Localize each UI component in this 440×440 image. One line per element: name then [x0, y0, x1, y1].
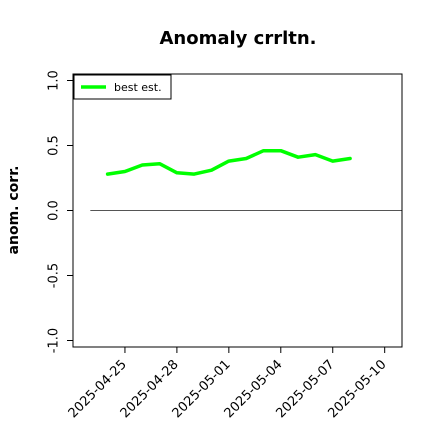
y-tick-label: 1.0	[47, 70, 62, 91]
legend: best est.	[73, 74, 172, 100]
series-line-best-est	[105, 148, 352, 176]
y-tick-label: -0.5	[47, 263, 62, 288]
legend-label-best-est: best est.	[114, 81, 162, 94]
plot-frame	[72, 73, 403, 348]
y-tick-label: 0.5	[47, 135, 62, 156]
y-axis-label: anom. corr.	[6, 166, 22, 255]
chart-title: Anomaly crrltn.	[159, 28, 316, 49]
y-tick-label: -1.0	[47, 328, 62, 353]
plot-area: -1.0-0.50.00.51.02025-04-252025-04-28202…	[47, 70, 402, 421]
y-tick-label: 0.0	[47, 200, 62, 221]
